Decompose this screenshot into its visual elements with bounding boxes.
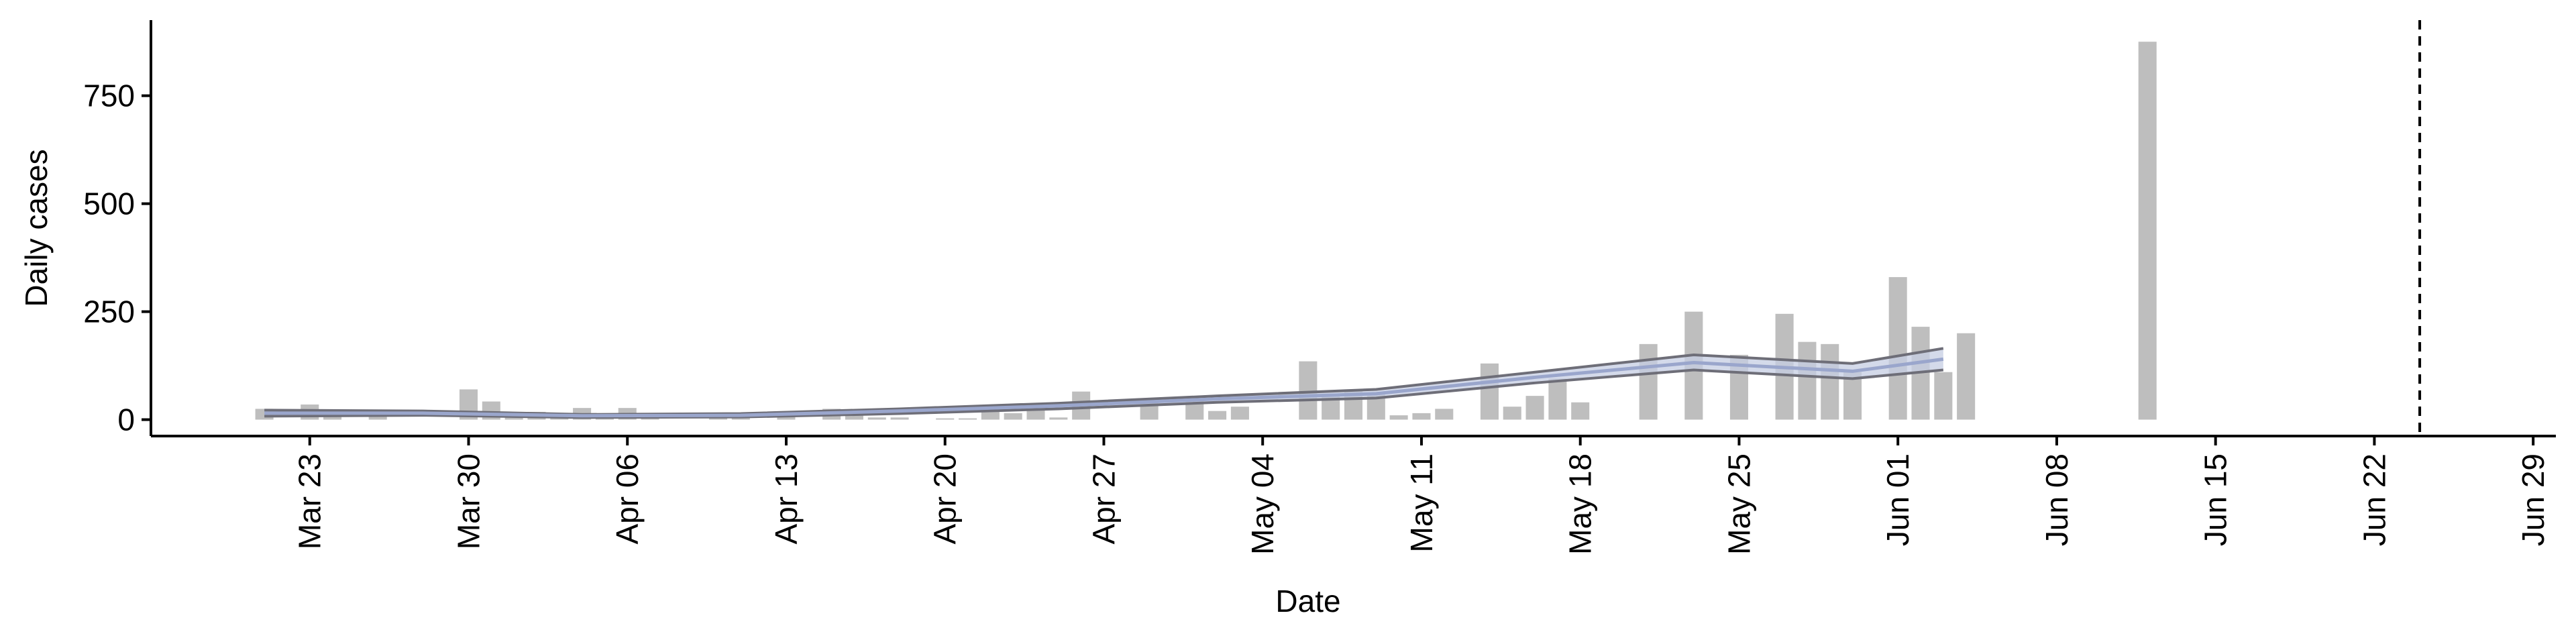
x-tick-label: May 04 xyxy=(1245,453,1280,555)
bar xyxy=(1934,372,1953,420)
bar xyxy=(777,416,796,420)
bar xyxy=(1004,413,1022,420)
bar xyxy=(845,413,863,420)
x-tick-label: Apr 27 xyxy=(1086,453,1121,545)
bar xyxy=(1299,361,1318,420)
fit-line xyxy=(264,357,1944,418)
x-tick-label: Jun 15 xyxy=(2198,453,2233,546)
x-tick-label: Apr 20 xyxy=(928,453,963,545)
bar xyxy=(1957,333,1976,420)
bar xyxy=(1798,341,1817,420)
x-tick-label: Jun 29 xyxy=(2516,453,2551,546)
bar xyxy=(1525,396,1544,420)
bar xyxy=(1412,413,1431,420)
x-tick-label: Jun 08 xyxy=(2039,453,2074,546)
y-tick-label: 750 xyxy=(83,78,135,113)
x-tick-label: May 25 xyxy=(1721,453,1756,555)
y-tick-label: 500 xyxy=(83,186,135,221)
bar xyxy=(1571,402,1590,420)
bar xyxy=(1503,407,1521,420)
x-tick-label: Apr 06 xyxy=(610,453,645,545)
x-tick-label: Apr 13 xyxy=(769,453,804,545)
bar xyxy=(368,416,387,420)
x-tick-label: Jun 22 xyxy=(2357,453,2392,546)
x-tick-label: May 11 xyxy=(1404,453,1439,552)
x-axis-title: Date xyxy=(1275,584,1340,619)
bar xyxy=(1639,343,1658,420)
bar xyxy=(959,418,977,420)
bar xyxy=(1548,378,1567,420)
band-edge xyxy=(264,368,1944,419)
bar xyxy=(2138,42,2157,420)
x-tick-label: Mar 30 xyxy=(451,453,486,549)
x-tick-label: May 18 xyxy=(1563,453,1598,555)
bar xyxy=(867,417,886,420)
y-axis-title: Daily cases xyxy=(19,149,54,307)
bar xyxy=(1435,409,1454,420)
bar xyxy=(936,418,955,420)
x-tick-label: Mar 23 xyxy=(292,453,327,549)
bar xyxy=(1208,411,1227,420)
bar xyxy=(1888,277,1907,420)
bar xyxy=(890,417,909,420)
bar xyxy=(1026,409,1045,420)
bar xyxy=(1843,372,1862,420)
bar xyxy=(1049,417,1068,420)
bar xyxy=(1821,343,1839,420)
bar xyxy=(1389,415,1408,420)
x-tick-label: Jun 01 xyxy=(1880,453,1915,546)
bar xyxy=(1480,363,1499,420)
y-tick-label: 250 xyxy=(83,294,135,329)
y-tick-label: 0 xyxy=(117,402,135,437)
bar xyxy=(1230,407,1249,420)
